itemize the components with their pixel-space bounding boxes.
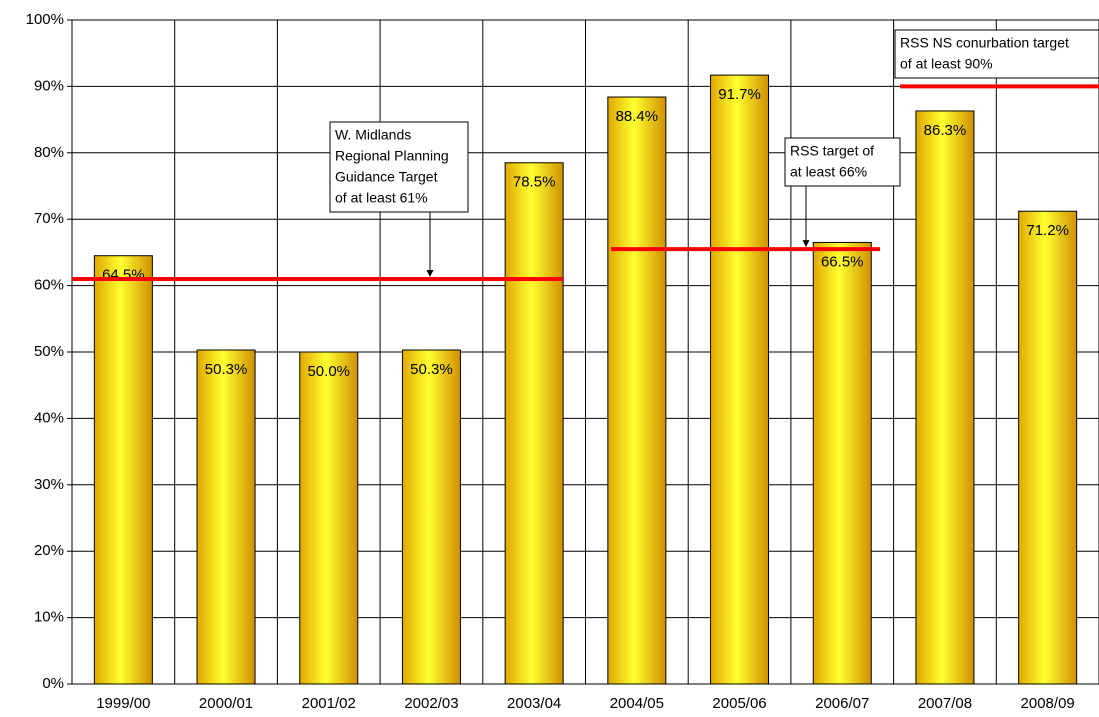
bar [196, 349, 256, 685]
y-tick-label: 80% [34, 144, 64, 161]
x-tick-label: 2004/05 [610, 695, 664, 712]
annotation-text: Guidance Target [335, 169, 438, 185]
annotation: W. Midlands Regional Planning Guidance Tar… [329, 121, 469, 277]
y-tick-label: 60% [34, 277, 64, 294]
data-label: 50.3% [410, 361, 453, 378]
x-tick-label: 2005/06 [712, 695, 766, 712]
bar [504, 162, 564, 685]
y-tick-label: 20% [34, 542, 64, 559]
data-label: 88.4% [616, 108, 659, 125]
annotation-text: Regional Planning [335, 148, 449, 164]
x-tick-label: 2006/07 [815, 695, 869, 712]
data-label: 86.3% [924, 122, 967, 139]
annotation-text: RSS NS conurbation target [900, 35, 1069, 51]
data-label: 66.5% [821, 253, 864, 270]
annotation: RSS target of at least 66% [784, 137, 901, 248]
y-tick-label: 10% [34, 609, 64, 626]
bar [710, 74, 770, 685]
annotation-text: RSS target of [790, 143, 874, 159]
x-tick-label: 2000/01 [199, 695, 253, 712]
x-tick-label: 1999/00 [96, 695, 150, 712]
bar [812, 241, 872, 685]
bar [93, 255, 153, 685]
y-tick-label: 70% [34, 210, 64, 227]
annotation-text: W. Midlands [335, 127, 411, 143]
data-label: 78.5% [513, 174, 556, 191]
y-tick-label: 100% [26, 11, 64, 28]
y-tick-label: 90% [34, 77, 64, 94]
x-tick-label: 2008/09 [1021, 695, 1075, 712]
y-tick-label: 30% [34, 476, 64, 493]
annotation-box [894, 29, 1099, 79]
arrow-head [426, 269, 434, 277]
x-tick-label: 2002/03 [404, 695, 458, 712]
annotation-text: of at least 90% [900, 56, 993, 72]
annotation: RSS NS conurbation target of at least 90% [894, 29, 1099, 79]
bar [1018, 210, 1078, 685]
x-tick-label: 2003/04 [507, 695, 561, 712]
x-tick-label: 2007/08 [918, 695, 972, 712]
annotation-text: at least 66% [790, 164, 867, 180]
data-label: 64.5% [102, 267, 145, 284]
annotation-box [329, 121, 469, 213]
x-tick-label: 2001/02 [302, 695, 356, 712]
bar [915, 110, 975, 685]
bar [401, 349, 461, 685]
y-tick-label: 40% [34, 409, 64, 426]
data-label: 50.3% [205, 361, 248, 378]
annotation-box [784, 137, 901, 187]
data-label: 50.0% [307, 363, 350, 380]
data-label: 91.7% [718, 86, 761, 103]
bar [607, 96, 667, 685]
data-label: 71.2% [1026, 222, 1069, 239]
bar [299, 351, 359, 685]
y-tick-label: 0% [42, 675, 64, 692]
y-tick-label: 50% [34, 343, 64, 360]
annotation-text: of at least 61% [335, 190, 428, 206]
arrow-head [802, 240, 810, 248]
